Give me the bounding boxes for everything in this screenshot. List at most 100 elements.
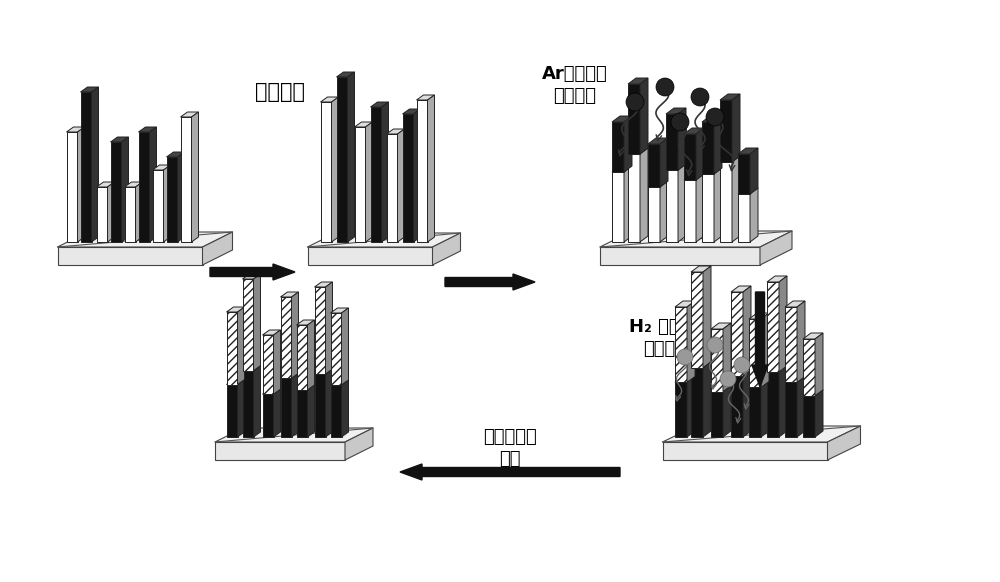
Polygon shape bbox=[628, 148, 648, 154]
Polygon shape bbox=[660, 138, 668, 187]
Polygon shape bbox=[628, 78, 648, 84]
FancyArrow shape bbox=[752, 292, 768, 387]
Polygon shape bbox=[330, 385, 342, 437]
Text: 辉光处理: 辉光处理 bbox=[644, 340, 686, 358]
Polygon shape bbox=[628, 84, 640, 154]
Polygon shape bbox=[66, 127, 84, 132]
Polygon shape bbox=[711, 392, 723, 437]
Polygon shape bbox=[138, 132, 150, 242]
Polygon shape bbox=[696, 128, 704, 180]
Polygon shape bbox=[803, 333, 823, 339]
Polygon shape bbox=[624, 166, 632, 242]
Polygon shape bbox=[731, 286, 751, 292]
Polygon shape bbox=[152, 170, 164, 242]
Polygon shape bbox=[370, 107, 382, 242]
Polygon shape bbox=[711, 323, 731, 329]
Polygon shape bbox=[711, 329, 723, 392]
Polygon shape bbox=[648, 187, 660, 242]
Polygon shape bbox=[354, 122, 372, 127]
Polygon shape bbox=[348, 72, 354, 242]
Polygon shape bbox=[779, 276, 787, 372]
Polygon shape bbox=[78, 127, 84, 242]
Polygon shape bbox=[242, 371, 254, 437]
Polygon shape bbox=[675, 382, 687, 437]
Polygon shape bbox=[731, 292, 743, 376]
Polygon shape bbox=[702, 168, 722, 174]
Polygon shape bbox=[767, 276, 787, 282]
Polygon shape bbox=[354, 127, 366, 242]
Polygon shape bbox=[254, 274, 260, 371]
Polygon shape bbox=[628, 154, 640, 242]
Polygon shape bbox=[345, 428, 373, 460]
Polygon shape bbox=[242, 274, 260, 279]
Polygon shape bbox=[785, 377, 805, 382]
Polygon shape bbox=[58, 232, 232, 247]
Polygon shape bbox=[731, 376, 743, 437]
Polygon shape bbox=[192, 112, 198, 242]
Circle shape bbox=[707, 337, 723, 353]
Polygon shape bbox=[280, 373, 298, 378]
Polygon shape bbox=[600, 231, 792, 247]
Polygon shape bbox=[600, 247, 760, 265]
Circle shape bbox=[734, 357, 750, 373]
Polygon shape bbox=[238, 379, 244, 437]
Polygon shape bbox=[803, 396, 815, 437]
Polygon shape bbox=[215, 428, 373, 442]
Text: H₂ 等离子体: H₂ 等离子体 bbox=[629, 318, 701, 336]
Polygon shape bbox=[779, 366, 787, 437]
Polygon shape bbox=[624, 116, 632, 172]
Polygon shape bbox=[432, 233, 460, 265]
Polygon shape bbox=[767, 372, 779, 437]
Polygon shape bbox=[180, 112, 198, 117]
Polygon shape bbox=[732, 156, 740, 242]
Polygon shape bbox=[684, 128, 704, 134]
Polygon shape bbox=[723, 323, 731, 392]
Polygon shape bbox=[711, 386, 731, 392]
Polygon shape bbox=[280, 297, 292, 378]
Polygon shape bbox=[274, 330, 280, 394]
Polygon shape bbox=[262, 335, 274, 394]
Polygon shape bbox=[342, 380, 349, 437]
Polygon shape bbox=[280, 378, 292, 437]
Polygon shape bbox=[803, 390, 823, 396]
Polygon shape bbox=[330, 313, 342, 385]
Polygon shape bbox=[750, 188, 758, 242]
Polygon shape bbox=[738, 194, 750, 242]
Polygon shape bbox=[226, 312, 238, 385]
Polygon shape bbox=[696, 174, 704, 242]
Polygon shape bbox=[314, 374, 326, 437]
Polygon shape bbox=[320, 97, 338, 102]
Polygon shape bbox=[731, 370, 751, 376]
Polygon shape bbox=[666, 170, 678, 242]
Polygon shape bbox=[815, 333, 823, 396]
Polygon shape bbox=[280, 292, 298, 297]
Polygon shape bbox=[382, 102, 388, 242]
Polygon shape bbox=[398, 129, 404, 242]
Polygon shape bbox=[750, 148, 758, 194]
Polygon shape bbox=[136, 182, 143, 242]
Circle shape bbox=[706, 108, 724, 126]
Polygon shape bbox=[262, 389, 280, 394]
Polygon shape bbox=[749, 388, 761, 437]
Polygon shape bbox=[226, 385, 238, 437]
Polygon shape bbox=[640, 78, 648, 154]
Polygon shape bbox=[815, 390, 823, 437]
Polygon shape bbox=[366, 122, 372, 242]
Polygon shape bbox=[612, 116, 632, 122]
Polygon shape bbox=[164, 165, 170, 242]
Polygon shape bbox=[738, 188, 758, 194]
Polygon shape bbox=[732, 94, 740, 162]
Polygon shape bbox=[662, 442, 828, 460]
Polygon shape bbox=[336, 72, 354, 77]
Polygon shape bbox=[386, 134, 398, 242]
Polygon shape bbox=[166, 157, 178, 242]
Polygon shape bbox=[180, 117, 192, 242]
Polygon shape bbox=[720, 156, 740, 162]
Polygon shape bbox=[703, 361, 711, 437]
Polygon shape bbox=[108, 182, 114, 242]
Polygon shape bbox=[66, 132, 78, 242]
Polygon shape bbox=[684, 174, 704, 180]
Polygon shape bbox=[80, 87, 98, 92]
Polygon shape bbox=[723, 386, 731, 437]
Polygon shape bbox=[414, 109, 420, 242]
